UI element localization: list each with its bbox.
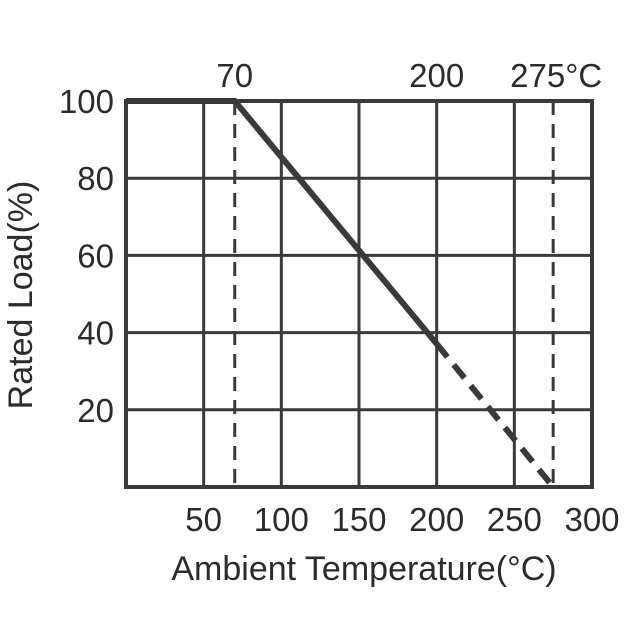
y-tick-labels: 20 40 60 80 100 bbox=[59, 83, 114, 429]
x-tick-200: 200 bbox=[409, 501, 464, 538]
y-tick-60: 60 bbox=[77, 237, 114, 274]
grid bbox=[126, 101, 592, 487]
y-tick-20: 20 bbox=[77, 392, 114, 429]
x-tick-100: 100 bbox=[254, 501, 309, 538]
x-tick-50: 50 bbox=[185, 501, 222, 538]
x-tick-labels: 50 100 150 200 250 300 bbox=[185, 501, 619, 538]
x-tick-250: 250 bbox=[487, 501, 542, 538]
y-tick-40: 40 bbox=[77, 315, 114, 352]
top-annotation-275: 275°C bbox=[510, 57, 602, 94]
x-axis-title: Ambient Temperature(°C) bbox=[171, 550, 556, 588]
y-tick-80: 80 bbox=[77, 160, 114, 197]
reference-lines bbox=[233, 101, 555, 487]
y-tick-100: 100 bbox=[59, 83, 114, 120]
x-tick-150: 150 bbox=[331, 501, 386, 538]
y-axis-title: Rated Load(%) bbox=[2, 181, 40, 410]
curve-segment-dashed bbox=[434, 341, 556, 489]
top-annotation-200: 200 bbox=[409, 57, 464, 94]
top-annotations: 70 200 275°C bbox=[216, 57, 602, 94]
top-annotation-70: 70 bbox=[216, 57, 253, 94]
x-tick-300: 300 bbox=[564, 501, 619, 538]
plot-frame bbox=[124, 99, 594, 489]
derating-curve bbox=[126, 98, 556, 489]
